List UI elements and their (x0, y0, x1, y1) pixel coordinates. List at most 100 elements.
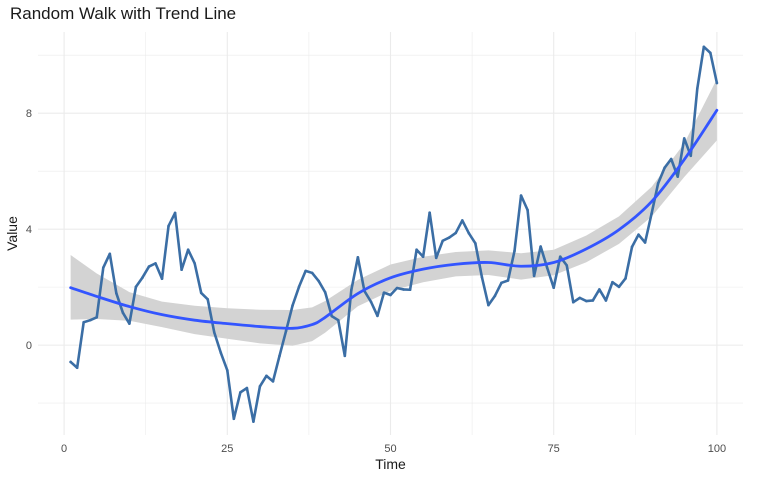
data-point (617, 285, 621, 289)
data-point (167, 224, 170, 228)
data-point (428, 211, 431, 214)
data-point (637, 233, 640, 236)
data-point (69, 360, 72, 364)
data-point (571, 300, 575, 304)
data-point (336, 318, 340, 322)
data-point (539, 245, 542, 248)
data-point (415, 248, 418, 252)
data-point (212, 331, 216, 334)
chart-title: Random Walk with Trend Line (10, 4, 237, 23)
data-point (115, 291, 118, 295)
data-point (265, 374, 268, 378)
data-point (389, 293, 392, 297)
data-point (186, 248, 190, 252)
confidence-ribbon (70, 78, 717, 346)
data-point (467, 231, 471, 235)
data-point (598, 288, 601, 291)
data-point (304, 269, 307, 273)
data-point (134, 285, 138, 289)
data-point (624, 277, 627, 280)
data-point (160, 277, 164, 281)
y-tick-label: 4 (26, 224, 32, 236)
y-tick-label: 8 (26, 108, 32, 120)
x-tick-label: 25 (221, 443, 233, 455)
data-point (578, 296, 582, 300)
data-point (656, 182, 660, 185)
data-point (350, 288, 353, 292)
data-point (408, 288, 412, 292)
data-point (545, 266, 549, 270)
data-point (121, 311, 125, 314)
x-axis-title: Time (375, 456, 406, 472)
data-point (193, 262, 196, 265)
data-point (709, 51, 712, 55)
data-point (271, 380, 275, 383)
data-point (585, 299, 588, 303)
data-point (128, 322, 131, 325)
data-point (323, 291, 327, 294)
data-point (447, 236, 451, 239)
trend-line (69, 108, 719, 330)
data-point (376, 314, 379, 318)
y-axis-title: Value (4, 216, 20, 251)
data-point (88, 318, 92, 322)
data-point (487, 303, 490, 307)
data-point (226, 369, 229, 372)
data-point (669, 157, 673, 161)
data-point (702, 45, 706, 49)
data-point (558, 255, 562, 258)
data-point (395, 286, 399, 290)
data-point (108, 252, 112, 256)
data-point (297, 285, 301, 288)
data-point (239, 391, 242, 394)
data-point (317, 279, 320, 283)
data-point (565, 264, 569, 267)
data-point (519, 194, 523, 197)
data-point (291, 304, 294, 307)
data-point (402, 288, 405, 291)
data-point (278, 354, 281, 358)
data-point (474, 242, 477, 245)
data-point (330, 314, 334, 318)
data-point (206, 298, 210, 301)
data-point (441, 239, 445, 243)
x-tick-label: 75 (548, 443, 560, 455)
data-point (95, 315, 99, 319)
data-point (591, 299, 595, 302)
data-point (689, 154, 693, 158)
data-point (500, 281, 503, 285)
data-point (513, 249, 516, 253)
data-point (369, 300, 373, 303)
x-tick-label: 50 (384, 443, 396, 455)
data-point (232, 417, 236, 421)
y-tick-label: 0 (26, 340, 32, 352)
data-point (141, 276, 144, 279)
data-point (180, 268, 183, 272)
data-point (682, 137, 686, 140)
data-point (258, 384, 262, 388)
data-point (715, 81, 719, 85)
data-point (310, 271, 314, 275)
data-point (454, 231, 458, 235)
data-point (696, 87, 699, 90)
data-point (461, 219, 464, 222)
data-point (552, 286, 555, 290)
x-tick-label: 0 (61, 443, 67, 455)
data-point (493, 294, 497, 298)
data-point (532, 274, 536, 278)
data-point (480, 275, 484, 279)
data-point (526, 208, 529, 212)
data-point (434, 256, 438, 260)
data-point (147, 265, 151, 268)
x-tick-label: 100 (708, 443, 726, 455)
data-point (343, 354, 347, 358)
data-point (75, 366, 79, 370)
data-point (611, 280, 614, 284)
data-point (284, 329, 288, 333)
data-point (101, 266, 105, 270)
data-point (252, 420, 255, 423)
data-point (199, 291, 203, 295)
data-point (676, 175, 680, 178)
